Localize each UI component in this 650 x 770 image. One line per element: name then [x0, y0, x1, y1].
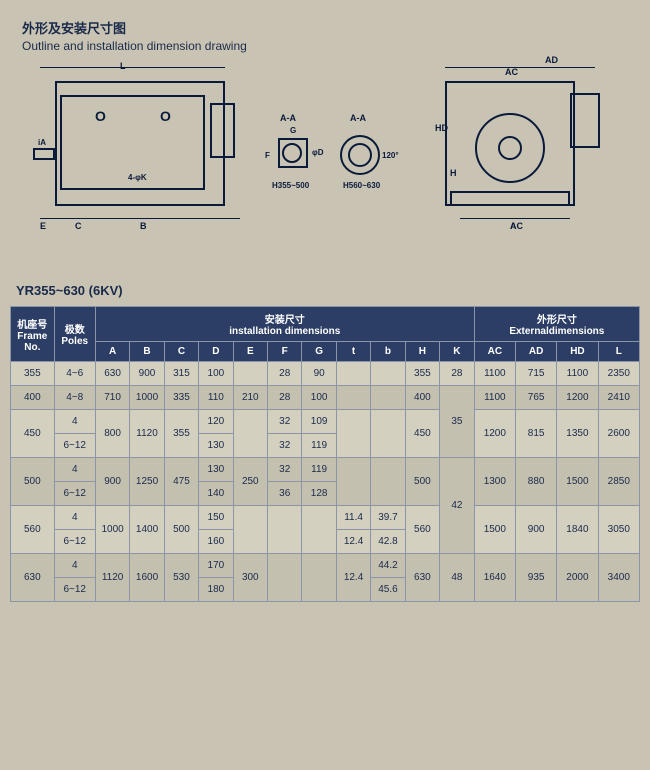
- dim-AD: AD: [545, 55, 558, 65]
- th-external: 外形尺寸Externaldimensions: [474, 307, 639, 342]
- dim-H: H: [450, 168, 457, 178]
- table-row: 500 4 900 1250 475 130 250 32119 500 42 …: [11, 458, 640, 482]
- dim-L: L: [120, 61, 126, 71]
- label-h560: H560~630: [343, 181, 380, 190]
- th-install: 安装尺寸installation dimensions: [95, 307, 474, 342]
- table-row: 450 4 800 1120 355 120 32109 450 1200 81…: [11, 410, 640, 434]
- th-D: D: [199, 342, 233, 362]
- section-aa-1: A-A: [280, 113, 296, 123]
- label-angle: 120°: [382, 151, 399, 160]
- th-t: t: [336, 342, 370, 362]
- table-subtitle: YR355~630 (6KV): [0, 283, 650, 306]
- dim-F: F: [265, 151, 270, 160]
- dim-C: C: [75, 221, 82, 231]
- title-cn: 外形及安装尺寸图: [22, 18, 650, 37]
- table-row: 630 4 1120 1600 530 170 300 12.4 44.2 63…: [11, 554, 640, 578]
- th-E: E: [233, 342, 267, 362]
- dim-AC: AC: [505, 67, 518, 77]
- th-L: L: [598, 342, 639, 362]
- th-K: K: [440, 342, 475, 362]
- dim-G: G: [290, 126, 296, 135]
- th-H: H: [405, 342, 439, 362]
- title-en: Outline and installation dimension drawi…: [22, 39, 650, 53]
- hole-o-1: O: [95, 108, 106, 124]
- th-F: F: [268, 342, 302, 362]
- dimension-table: 机座号Frame No. 极数Poles 安装尺寸installation di…: [10, 306, 640, 602]
- th-AD: AD: [515, 342, 556, 362]
- th-poles: 极数Poles: [54, 307, 95, 362]
- table-row: 3554~6 630900315100 2890 35528 110071511…: [11, 362, 640, 386]
- table-row: 4004~8 7101000335110 21028100 400 35 110…: [11, 386, 640, 410]
- dim-HD: HD: [435, 123, 448, 133]
- th-AC: AC: [474, 342, 515, 362]
- th-A: A: [95, 342, 129, 362]
- label-h355: H355~500: [272, 181, 309, 190]
- hole-o-2: O: [160, 108, 171, 124]
- th-b: b: [371, 342, 405, 362]
- th-B: B: [130, 342, 164, 362]
- dim-D: φD: [312, 148, 324, 157]
- table-row: 560 4 1000 1400 500 150 11.439.7 560 150…: [11, 506, 640, 530]
- diagram-area: L O O 4-φK E C B iA A-A G F φD H355~500 …: [0, 53, 650, 283]
- dim-iA: iA: [38, 138, 46, 147]
- th-HD: HD: [557, 342, 598, 362]
- dim-A2: A: [510, 221, 517, 231]
- section-aa-2: A-A: [350, 113, 366, 123]
- dim-B: B: [140, 221, 147, 231]
- th-G: G: [302, 342, 336, 362]
- th-C: C: [164, 342, 198, 362]
- dim-E: E: [40, 221, 46, 231]
- th-frame: 机座号Frame No.: [11, 307, 55, 362]
- label-k: 4-φK: [128, 173, 147, 182]
